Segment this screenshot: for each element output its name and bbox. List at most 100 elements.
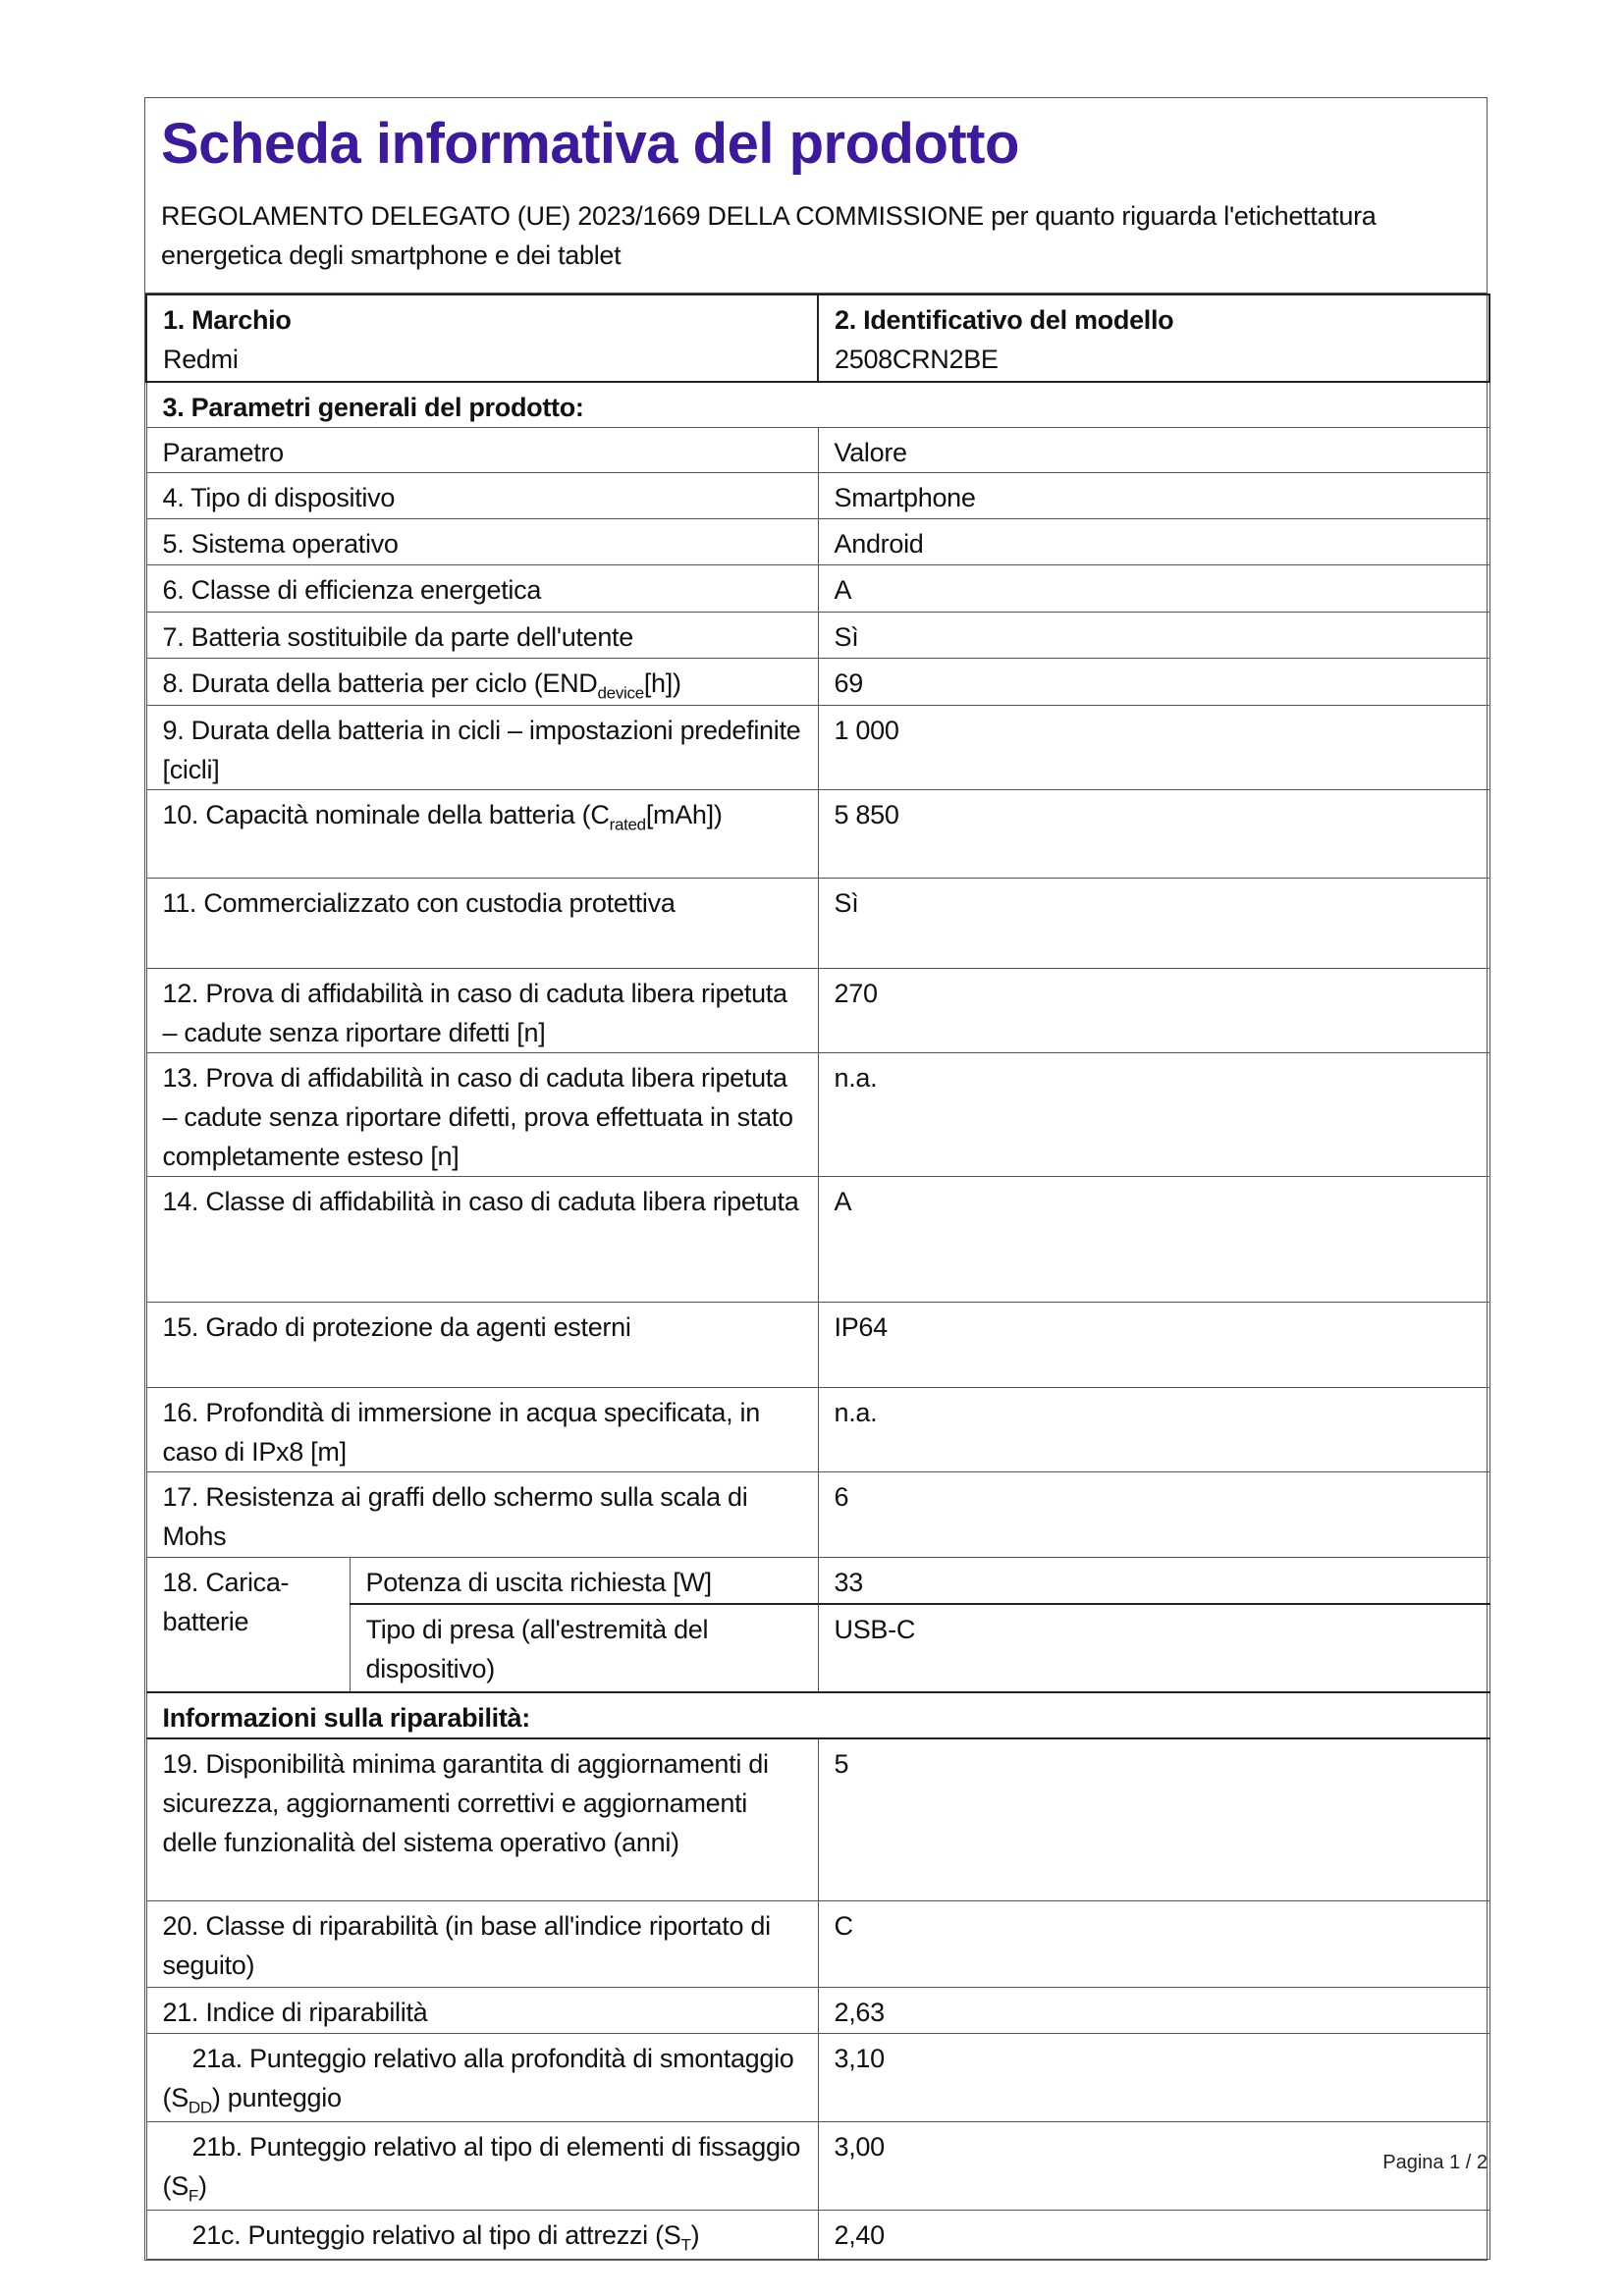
param-cell: 20. Classe di riparabilità (in base all'… (145, 1900, 819, 1988)
value-cell: Sì (817, 612, 1490, 659)
row-label: 17. Resistenza ai graffi dello schermo s… (162, 1482, 748, 1551)
brand-model-row: 1. Marchio Redmi 2. Identificativo del m… (144, 294, 1491, 383)
table-row: 15. Grado di protezione da agenti estern… (145, 1302, 1490, 1388)
row-label: 15. Grado di protezione da agenti estern… (162, 1312, 631, 1342)
charger-param-cell: Tipo di presa (all'estremità del disposi… (349, 1602, 819, 1692)
value-cell: 2,63 (817, 1987, 1490, 2034)
table-row: 8. Durata della batteria per ciclo (ENDd… (145, 658, 1490, 706)
row-label-end: [h]) (643, 668, 681, 698)
model-label: 2. Identificativo del modello (835, 305, 1174, 335)
table-row: 10. Capacità nominale della batteria (Cr… (145, 789, 1490, 879)
model-cell: 2. Identificativo del modello 2508CRN2BE (817, 294, 1491, 383)
param-cell: 8. Durata della batteria per ciclo (ENDd… (145, 658, 819, 706)
row-label: 21b. Punteggio relativo al tipo di eleme… (162, 2132, 801, 2201)
brand-label: 1. Marchio (163, 305, 292, 335)
table-row: 21c. Punteggio relativo al tipo di attre… (145, 2210, 1490, 2260)
row-label: 11. Commercializzato con custodia protet… (162, 888, 676, 918)
row-label: 4. Tipo di dispositivo (162, 483, 396, 512)
param-cell: 14. Classe di affidabilità in caso di ca… (145, 1176, 819, 1303)
value-cell: 2,40 (817, 2210, 1490, 2260)
table-row: 7. Batteria sostituibile da parte dell'u… (145, 612, 1490, 659)
value-cell: 5 (817, 1736, 1490, 1901)
table-row: 21a. Punteggio relativo alla profondità … (145, 2033, 1490, 2122)
param-cell: 6. Classe di efficienza energetica (145, 564, 819, 613)
value-cell: 5 850 (817, 789, 1490, 879)
row-label: 14. Classe di affidabilità in caso di ca… (162, 1187, 799, 1216)
param-cell: 19. Disponibilità minima garantita di ag… (145, 1736, 819, 1901)
table-row: 4. Tipo di dispositivo Smartphone (145, 472, 1490, 519)
charger-param-cell: Potenza di uscita richiesta [W] (349, 1557, 819, 1604)
charger-row: 18. Carica-batterie Potenza di uscita ric… (145, 1557, 1490, 1692)
table-row: 12. Prova di affidabilità in caso di cad… (145, 968, 1490, 1053)
row-label: 21a. Punteggio relativo alla profondità … (162, 2044, 794, 2112)
brand-value: Redmi (163, 345, 239, 374)
row-label: 5. Sistema operativo (162, 529, 399, 559)
section-general-heading: 3. Parametri generali del prodotto: (145, 381, 1490, 428)
brand-cell: 1. Marchio Redmi (144, 294, 820, 383)
table-row: 11. Commercializzato con custodia protet… (145, 878, 1490, 969)
section-repair-heading: Informazioni sulla riparabilità: (145, 1690, 1490, 1738)
column-header-param: Parametro (145, 427, 819, 473)
param-cell: 5. Sistema operativo (145, 518, 819, 565)
row-label: 8. Durata della batteria per ciclo (END (162, 668, 598, 698)
value-cell: 6 (817, 1471, 1490, 1558)
value-cell: 1 000 (817, 705, 1490, 790)
value-cell: n.a. (817, 1387, 1490, 1472)
row-label-subscript: rated (609, 815, 647, 834)
regulation-subtitle: REGOLAMENTO DELEGATO (UE) 2023/1669 DELL… (161, 201, 1377, 270)
product-table: 1. Marchio Redmi 2. Identificativo del m… (144, 294, 1491, 2260)
table-row: 13. Prova di affidabilità in caso di cad… (145, 1052, 1490, 1177)
table-row: 17. Resistenza ai graffi dello schermo s… (145, 1471, 1490, 1558)
value-cell: Smartphone (817, 472, 1490, 519)
table-row: 21. Indice di riparabilità 2,63 (145, 1987, 1490, 2034)
value-cell: n.a. (817, 1052, 1490, 1177)
row-label-end: ) (690, 2220, 700, 2250)
table-row: 5. Sistema operativo Android (145, 518, 1490, 565)
param-cell: 17. Resistenza ai graffi dello schermo s… (145, 1471, 819, 1558)
param-cell: 16. Profondità di immersione in acqua sp… (145, 1387, 819, 1472)
value-cell: Sì (817, 878, 1490, 969)
column-header-value: Valore (817, 427, 1490, 473)
row-label: 9. Durata della batteria in cicli – impo… (162, 716, 801, 784)
row-label: 16. Profondità di immersione in acqua sp… (162, 1398, 761, 1467)
param-cell: 21c. Punteggio relativo al tipo di attre… (145, 2210, 819, 2260)
value-cell: A (817, 564, 1490, 613)
sheet-header: Scheda informativa del prodotto REGOLAME… (145, 98, 1487, 294)
value-cell: C (817, 1900, 1490, 1988)
param-cell: 7. Batteria sostituibile da parte dell'u… (145, 612, 819, 659)
row-label-end: [mAh]) (645, 800, 723, 829)
row-label-end: ) punteggio (211, 2083, 342, 2112)
table-row: 14. Classe di affidabilità in caso di ca… (145, 1176, 1490, 1303)
table-row: 20. Classe di riparabilità (in base all'… (145, 1900, 1490, 1988)
value-cell: A (817, 1176, 1490, 1303)
value-cell: Android (817, 518, 1490, 565)
value-cell: 3,10 (817, 2033, 1490, 2122)
value-cell: 69 (817, 658, 1490, 706)
param-cell: 12. Prova di affidabilità in caso di cad… (145, 968, 819, 1053)
row-label: 19. Disponibilità minima garantita di ag… (162, 1748, 769, 1857)
row-label-subscript: T (680, 2235, 691, 2255)
param-cell: 4. Tipo di dispositivo (145, 472, 819, 519)
table-row: 19. Disponibilità minima garantita di ag… (145, 1736, 1490, 1901)
table-row: 16. Profondità di immersione in acqua sp… (145, 1387, 1490, 1472)
param-cell: 11. Commercializzato con custodia protet… (145, 878, 819, 969)
product-sheet: Scheda informativa del prodotto REGOLAME… (144, 97, 1491, 2261)
row-label: 21c. Punteggio relativo al tipo di attre… (191, 2220, 681, 2250)
charger-group-label: 18. Carica-batterie (145, 1557, 351, 1692)
row-label-end: ) (198, 2171, 207, 2201)
row-label: 12. Prova di affidabilità in caso di cad… (162, 979, 788, 1047)
row-label: 7. Batteria sostituibile da parte dell'u… (162, 622, 634, 652)
param-cell: 21b. Punteggio relativo al tipo di eleme… (145, 2121, 819, 2211)
param-cell: 21a. Punteggio relativo alla profondità … (145, 2033, 819, 2122)
row-label-subscript: DD (188, 2098, 212, 2117)
row-label: 21. Indice di riparabilità (162, 1998, 428, 2027)
row-label: 6. Classe di efficienza energetica (162, 575, 542, 605)
charger-value-cell: USB-C (817, 1602, 1490, 1692)
row-label-subscript: F (188, 2186, 198, 2206)
param-cell: 10. Capacità nominale della batteria (Cr… (145, 789, 819, 879)
table-row: 6. Classe di efficienza energetica A (145, 564, 1490, 613)
row-label-subscript: device (597, 683, 645, 703)
section-repair-row: Informazioni sulla riparabilità: (145, 1690, 1490, 1738)
table-row: 9. Durata della batteria in cicli – impo… (145, 705, 1490, 790)
value-cell: IP64 (817, 1302, 1490, 1388)
